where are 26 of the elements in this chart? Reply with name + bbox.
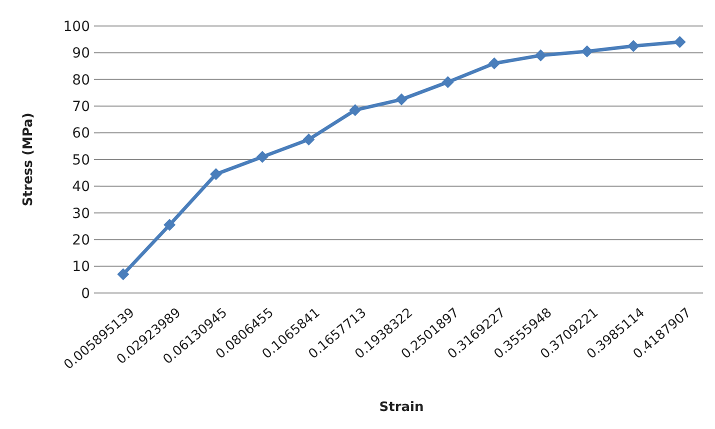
y-tick-label: 30 <box>72 206 90 222</box>
y-tick-label: 60 <box>72 126 90 142</box>
point <box>581 45 594 58</box>
y-tick-label: 20 <box>72 232 90 248</box>
y-tick-label: 90 <box>72 46 90 62</box>
point <box>302 133 315 146</box>
x-axis-title: Strain <box>379 400 424 415</box>
point <box>117 268 130 280</box>
point <box>488 57 500 70</box>
y-tick-label: 50 <box>72 152 90 168</box>
point <box>396 93 408 106</box>
y-tick-label: 70 <box>72 99 90 115</box>
y-tick-label: 40 <box>72 179 90 196</box>
point <box>534 49 547 62</box>
point <box>210 168 222 180</box>
y-tick-label: 100 <box>63 18 90 35</box>
point <box>349 104 362 116</box>
point <box>627 40 640 52</box>
y-axis-title: Stress (MPa) <box>21 112 36 206</box>
y-tick-label: 0 <box>81 286 90 302</box>
point <box>442 76 454 88</box>
y-tick-label: 10 <box>72 259 90 276</box>
y-tick-label: 80 <box>72 72 90 88</box>
point <box>256 150 268 163</box>
point <box>674 36 686 48</box>
point <box>164 218 176 231</box>
